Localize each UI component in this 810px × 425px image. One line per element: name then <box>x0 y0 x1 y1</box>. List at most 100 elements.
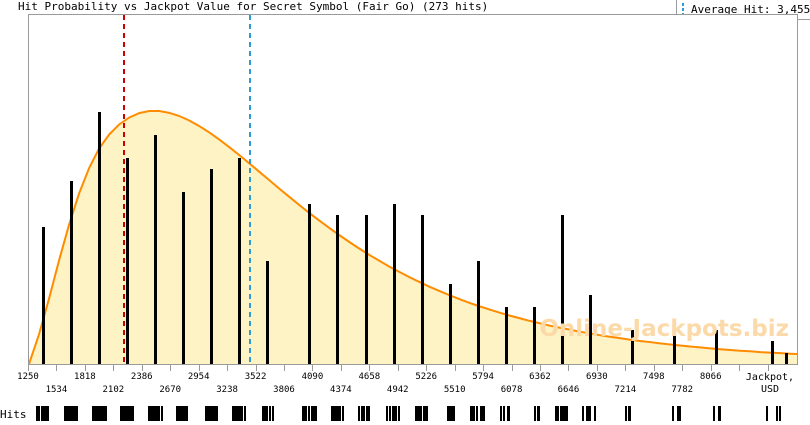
x-axis-tick <box>568 365 570 371</box>
hit-rug-mark <box>160 406 163 421</box>
hit-rug-mark <box>185 406 188 421</box>
x-axis-label: 2954 <box>187 372 210 382</box>
hit-rug-mark <box>120 406 123 421</box>
histogram-bar <box>476 260 480 364</box>
x-axis-tick <box>284 365 285 371</box>
hit-rug-mark <box>559 406 562 421</box>
x-axis-tick <box>397 365 399 371</box>
hit-rug-mark <box>629 406 632 421</box>
hit-rug-mark <box>37 406 40 421</box>
x-axis-label: 2102 <box>102 385 125 395</box>
x-axis-tick <box>84 365 86 371</box>
histogram-bar <box>126 157 130 364</box>
hit-rug-mark <box>180 406 183 421</box>
hit-rug-mark <box>91 406 94 421</box>
hits-rug-plot <box>28 406 798 423</box>
x-axis-tick <box>170 365 172 371</box>
x-axis-label: 4658 <box>358 372 381 382</box>
hit-rug-mark <box>176 406 179 421</box>
hit-rug-mark <box>212 406 215 421</box>
hit-rug-mark <box>148 406 151 421</box>
hit-rug-mark <box>155 406 158 421</box>
x-axis-label: 5794 <box>472 372 494 382</box>
hit-rug-mark <box>214 406 217 421</box>
x-axis-tick <box>369 365 371 371</box>
hit-rug-mark <box>209 406 211 421</box>
x-axis-tick <box>426 365 428 371</box>
hit-rug-mark <box>470 406 473 421</box>
x-axis-label: 6930 <box>586 372 608 382</box>
hit-rug-mark <box>557 406 560 421</box>
histogram-bar <box>588 295 592 364</box>
hit-rug-mark <box>363 406 366 421</box>
hit-rug-mark <box>481 406 484 421</box>
hits-rug-label: Hits <box>0 408 27 421</box>
histogram-bar <box>98 112 102 364</box>
hit-rug-mark <box>244 406 247 421</box>
x-axis-label: 3806 <box>273 385 295 395</box>
hit-rug-mark <box>311 406 314 421</box>
hit-rug-mark <box>586 406 589 421</box>
x-axis-tick <box>312 365 314 371</box>
hit-rug-mark <box>271 406 274 421</box>
hit-rug-mark <box>418 406 420 421</box>
hit-rug-mark <box>360 406 363 421</box>
histogram-bar <box>392 203 396 364</box>
hit-rug-mark <box>104 406 107 421</box>
x-axis-tick <box>56 365 58 371</box>
hit-rug-mark <box>507 406 510 421</box>
hit-rug-mark <box>415 406 418 421</box>
hit-rug-mark <box>394 406 397 421</box>
hit-rug-mark <box>561 406 564 421</box>
hit-rug-mark <box>153 406 156 421</box>
hit-rug-mark <box>679 406 681 421</box>
histogram-bar <box>154 134 158 364</box>
hit-rug-mark <box>482 406 485 421</box>
hit-rug-mark <box>475 406 478 421</box>
x-axis-tick <box>767 365 769 371</box>
hit-rug-mark <box>45 406 48 421</box>
hit-rug-mark <box>582 406 585 421</box>
x-axis-title: Jackpot, USD <box>744 372 796 396</box>
hit-rug-mark <box>480 406 483 421</box>
x-axis-label: 1534 <box>45 385 68 395</box>
hit-rug-mark <box>210 406 213 421</box>
hit-rug-mark <box>555 406 558 421</box>
x-axis: 1250 1534 1818 2102 2386 2670 2954 3238 3522 3806… <box>17 365 798 403</box>
hit-rug-mark <box>41 406 44 421</box>
x-axis-tick <box>710 365 712 371</box>
x-axis-label: 7214 <box>614 385 637 395</box>
hit-rug-mark <box>207 406 210 421</box>
hit-rug-mark <box>158 406 161 421</box>
hit-rug-mark <box>719 406 721 421</box>
watermark: Online-Jackpots.biz <box>539 316 789 342</box>
x-axis-tick <box>454 365 456 371</box>
average-hit-line <box>248 15 251 364</box>
histogram-bar <box>266 260 270 364</box>
hit-rug-mark <box>124 406 127 421</box>
hit-rug-mark <box>588 406 591 421</box>
hit-rug-mark <box>391 406 394 421</box>
x-axis-tick <box>340 365 342 371</box>
hit-rug-mark <box>68 406 70 421</box>
x-axis-tick <box>255 365 257 371</box>
histogram-bar <box>182 192 186 364</box>
hit-rug-mark <box>593 406 596 421</box>
histogram-bar <box>785 352 789 364</box>
page-title: Hit Probability vs Jackpot Value for Sec… <box>18 0 489 13</box>
hit-rug-mark <box>538 406 541 421</box>
hit-rug-mark <box>453 406 455 421</box>
hit-rug-mark <box>712 406 715 421</box>
x-axis-label: 1250 <box>17 372 39 382</box>
hit-rug-mark <box>312 406 315 421</box>
histogram-bar <box>448 283 452 364</box>
hit-rug-mark <box>233 406 236 421</box>
hit-rug-mark <box>125 406 128 421</box>
hit-rug-mark <box>264 406 267 421</box>
hit-rug-mark <box>179 406 182 421</box>
histogram-bar <box>771 341 775 364</box>
histogram-bar <box>70 180 74 364</box>
hit-rug-mark <box>36 406 39 421</box>
legend-label-average-hit: Average Hit: 3,455 <box>691 3 810 16</box>
hit-rug-mark <box>564 406 567 421</box>
